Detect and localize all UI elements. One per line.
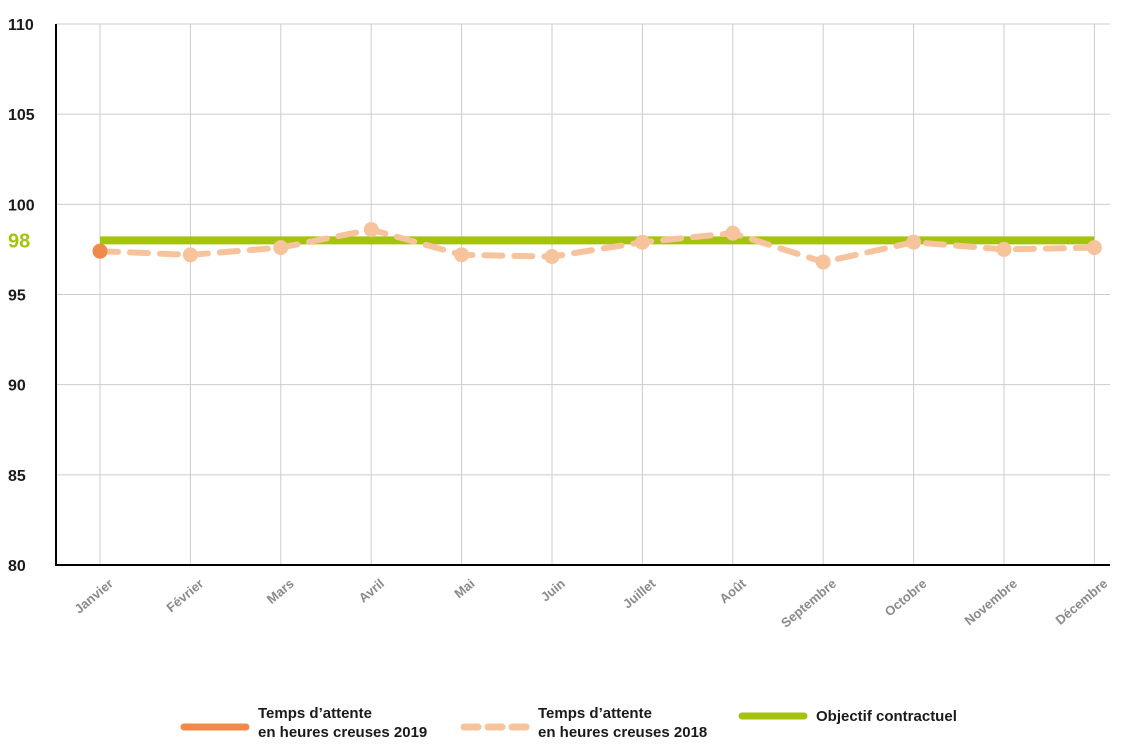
y-tick-label: 85	[8, 468, 26, 485]
x-tick-label: Janvier	[71, 576, 116, 617]
point-2018	[544, 249, 560, 265]
series-line-2018	[97, 226, 1098, 266]
line-chart: 80 85 90 95 100 105 110 Janvier Février Mars Avri…	[8, 17, 1110, 630]
point-2018	[725, 225, 741, 241]
x-tick-label: Juillet	[620, 575, 659, 611]
legend-item-2019: Temps d’attente en heures creuses 2019	[180, 704, 427, 742]
legend-item-2018: Temps d’attente en heures creuses 2018	[460, 704, 707, 742]
point-2019	[92, 243, 108, 259]
x-tick-label: Novembre	[962, 576, 1020, 628]
y-tick-label: 80	[8, 558, 26, 575]
point-2018	[454, 247, 470, 263]
point-2018	[1086, 240, 1102, 256]
point-2018	[273, 240, 289, 256]
legend-swatch-objectif	[738, 712, 808, 720]
x-tick-label: Juin	[538, 576, 568, 605]
point-2018	[634, 234, 650, 250]
y-tick-label: 100	[8, 197, 35, 214]
y-tick-label: 105	[8, 107, 35, 124]
y-tick-label: 95	[8, 288, 26, 305]
point-2018	[906, 234, 922, 250]
x-axis-ticks: Janvier Février Mars Avril Mai Juin Juillet Aoû…	[71, 575, 1110, 630]
goal-tick-label: 98	[8, 230, 30, 252]
y-axis-ticks: 80 85 90 95 100 105 110	[8, 17, 35, 575]
legend-label-2018: Temps d’attente en heures creuses 2018	[538, 705, 708, 741]
legend-swatch-2019	[180, 723, 250, 731]
grid	[56, 23, 1110, 565]
y-tick-label: 90	[8, 378, 26, 395]
x-tick-label: Mai	[451, 576, 477, 601]
legend-swatch-2018	[460, 723, 530, 731]
point-2018	[182, 247, 198, 263]
legend-label-objectif: Objectif contractuel	[816, 707, 957, 725]
legend: Temps d’attente en heures creuses 2019 T…	[0, 704, 1129, 751]
x-tick-label: Mars	[264, 576, 297, 607]
legend-label-2019: Temps d’attente en heures creuses 2019	[258, 705, 428, 741]
legend-item-objectif: Objectif contractuel	[738, 706, 957, 726]
x-tick-label: Octobre	[882, 576, 930, 620]
x-tick-label: Septembre	[778, 576, 839, 631]
y-tick-label: 110	[8, 17, 34, 34]
x-tick-label: Décembre	[1053, 576, 1111, 628]
series-group	[92, 222, 1102, 270]
x-tick-label: Août	[716, 575, 749, 606]
point-2018	[815, 254, 831, 270]
point-2018	[996, 241, 1012, 257]
x-tick-label: Février	[163, 576, 206, 615]
x-tick-label: Avril	[356, 576, 387, 606]
point-2018	[363, 222, 379, 238]
